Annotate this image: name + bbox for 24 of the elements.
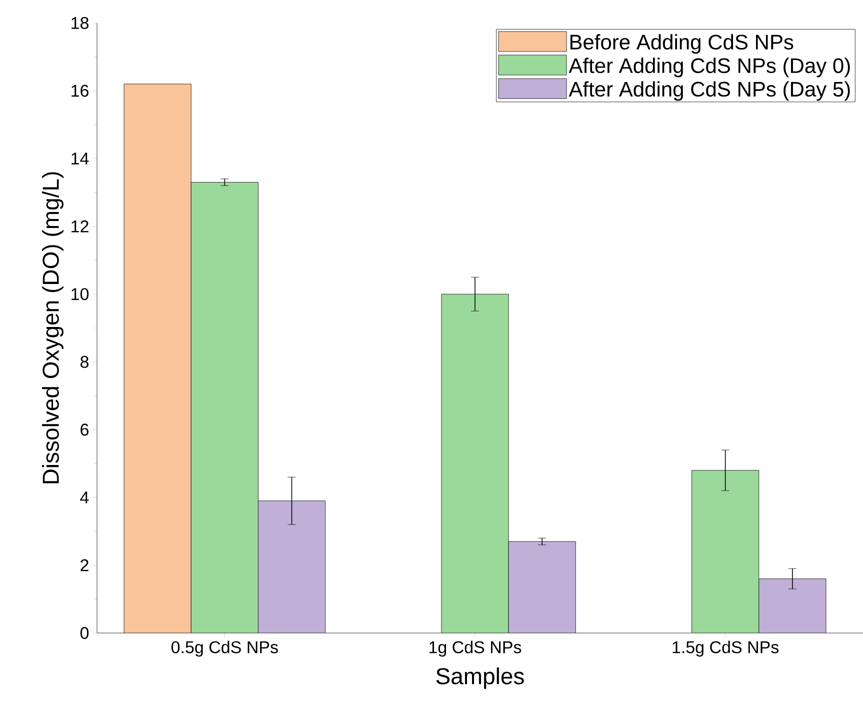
- bar: [191, 182, 258, 633]
- y-tick-label: 10: [72, 288, 89, 300]
- legend-label: After Adding CdS NPs (Day 5): [568, 81, 850, 101]
- y-tick-label: 4: [80, 492, 89, 504]
- y-tick-label: 8: [80, 356, 88, 368]
- bar: [758, 578, 826, 633]
- bar: [258, 500, 326, 633]
- bar: [441, 294, 509, 633]
- y-tick-label: 0: [80, 626, 89, 640]
- y-axis-title: Dissolved Oxygen (DO) (mg/L): [42, 172, 64, 484]
- y-tick-label: 18: [72, 16, 88, 30]
- y-tick-label: 6: [80, 424, 88, 436]
- y-tick-label: 2: [80, 559, 88, 572]
- legend-label: Before Adding CdS NPs: [570, 34, 794, 54]
- legend-label: After Adding CdS NPs (Day 0): [568, 58, 850, 78]
- bar: [508, 542, 576, 633]
- y-tick-label: 12: [72, 220, 88, 232]
- x-axis-title: Samples: [436, 667, 524, 689]
- x-tick-label: 1g CdS NPs: [430, 640, 522, 657]
- x-tick-label: 1.5g CdS NPs: [672, 640, 779, 657]
- y-tick-label: 16: [72, 84, 88, 97]
- x-tick-label: 0.5g CdS NPs: [171, 640, 278, 657]
- bar: [692, 470, 760, 633]
- y-tick-label: 14: [72, 152, 89, 164]
